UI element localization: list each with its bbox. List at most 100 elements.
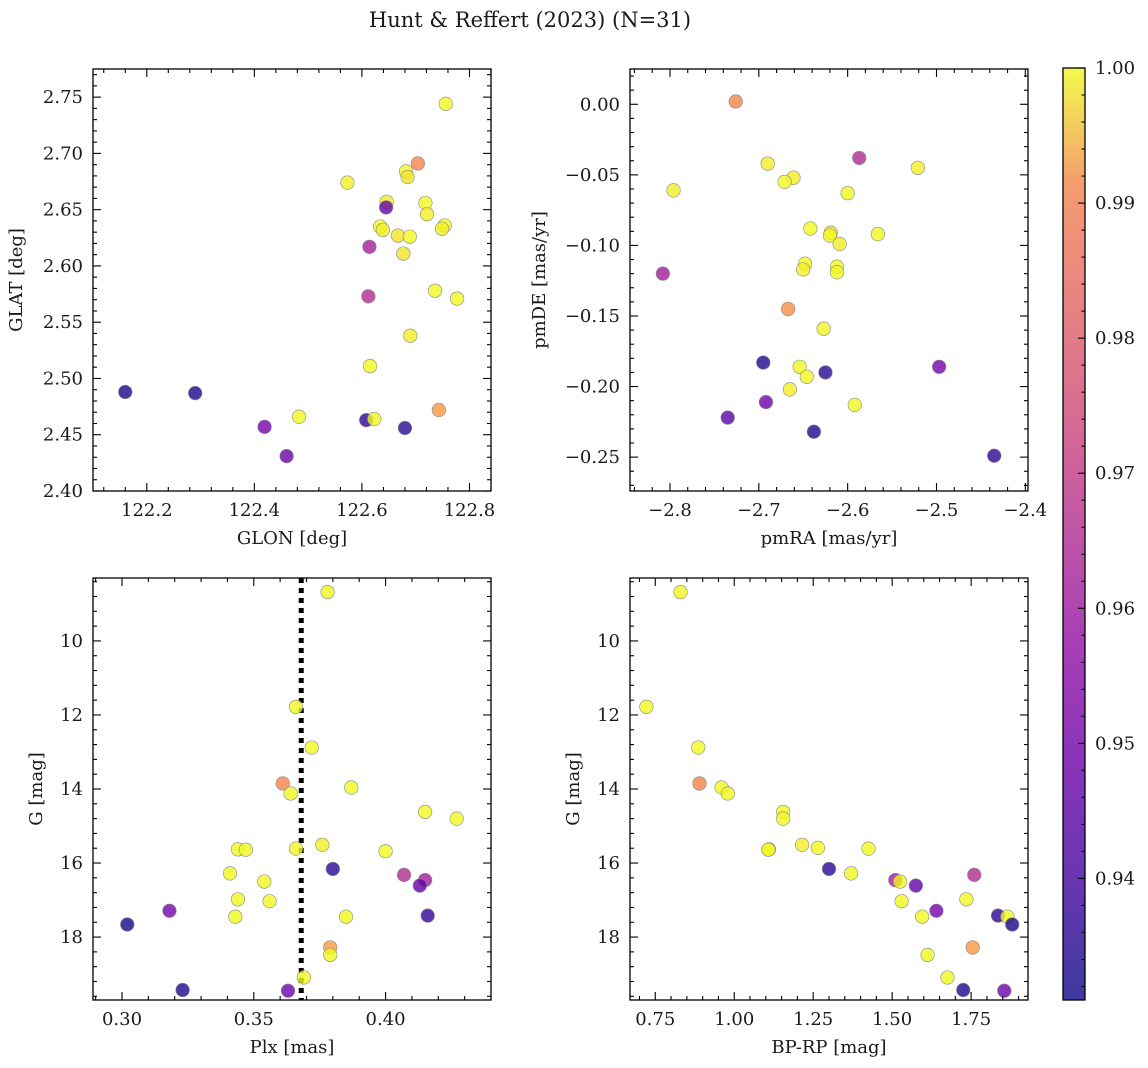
data-point [338,909,354,924]
data-point [821,861,837,877]
data-point [691,740,706,755]
data-point [291,409,307,424]
data-point [832,236,847,252]
panel-glon-glat: 122.2 122.4 122.6 122.8 2.40 2.45 2.50 2.55 2.60… [6,68,495,549]
x-tick-label: 1.00 [714,1009,754,1030]
y-axis-label: G [mag] [563,752,584,825]
y-tick-label: −0.25 [565,447,620,468]
y-tick-label: 2.70 [43,143,83,164]
y-tick-label: 2.40 [43,481,83,502]
data-point [666,183,681,198]
y-axis-label: pmDE [mas/yr] [529,211,550,349]
y-tick-label: −0.05 [565,165,620,186]
data-point [325,861,340,877]
y-tick-label: −0.10 [565,235,620,256]
data-point [403,328,418,343]
data-point [419,207,435,222]
x-axis-label: Plx [mas] [250,1037,335,1058]
x-tick-label: 1.75 [951,1009,991,1030]
y-tick-label: −0.20 [565,377,620,398]
data-point [997,983,1012,998]
x-tick-label: 122.4 [229,500,281,521]
data-point [822,228,837,243]
x-tick-label: −2.5 [915,500,959,521]
y-tick-label: 18 [60,927,83,948]
data-point [283,786,298,801]
data-point [852,150,867,166]
data-point [400,169,415,185]
data-point [222,866,238,881]
data-point [362,239,377,254]
axes-frame [629,577,1029,1001]
data-point [639,699,654,714]
data-point [438,96,453,111]
data-point [920,947,935,962]
x-tick-label: 1.50 [872,1009,912,1030]
y-tick-label: 10 [60,631,83,652]
data-point [175,982,190,998]
y-tick-label: 2.50 [43,368,83,389]
data-point [396,867,412,882]
x-tick-label: 1.25 [793,1009,833,1030]
data-point [870,227,885,242]
data-point [228,909,243,924]
y-tick-label: 2.45 [43,425,83,446]
data-point [397,420,413,436]
data-point [720,410,735,425]
data-point [908,878,923,893]
data-point [402,229,417,244]
data-point [230,892,246,907]
data-point [959,892,974,907]
data-point [758,394,774,410]
colorbar-tick-label: 0.97 [1095,463,1135,484]
data-point [361,289,376,304]
data-point [288,841,304,856]
data-point [799,369,814,384]
data-point [692,776,707,791]
data-point [781,301,796,317]
data-point [795,837,810,852]
data-point [806,424,821,439]
x-tick-label: −2.4 [1003,500,1047,521]
data-point [892,874,908,889]
data-point [238,842,253,857]
x-tick-label: −2.8 [648,500,692,521]
x-axis-label: GLON [deg] [237,528,347,549]
scatter-points [655,94,1002,463]
data-point [120,917,135,932]
data-point [655,266,670,281]
data-point [118,384,133,400]
data-point [396,246,411,261]
data-point [967,867,982,882]
data-point [262,894,277,909]
axes-frame [629,68,1029,492]
data-point [257,419,272,434]
panel-bprp-g: 0.75 1.00 1.25 1.50 1.75 10 12 14 16 18 BP-RP [mag… [563,577,1029,1058]
data-point [450,291,465,306]
scatter-points [118,96,465,464]
colorbar-tick-label: 0.96 [1095,598,1135,619]
y-tick-label: 14 [60,779,83,800]
x-tick-label: 0.75 [635,1009,675,1030]
y-tick-label: 18 [597,927,620,948]
x-tick-label: 122.2 [121,500,173,521]
data-point [279,449,294,464]
data-point [816,321,831,336]
scatter-points [120,578,464,1000]
data-point [410,156,425,171]
y-tick-label: 0.00 [580,94,620,115]
data-point [288,699,304,714]
data-point [378,844,393,859]
data-point [847,397,862,413]
data-point [796,262,811,277]
y-tick-label: 10 [597,631,620,652]
data-point [367,411,382,427]
data-point [861,841,876,856]
y-axis-label: GLAT [deg] [6,228,27,332]
data-point [760,156,775,171]
x-tick-label: −2.7 [737,500,781,521]
data-point [792,359,807,374]
y-tick-label: 2.65 [43,200,83,221]
x-axis-label: pmRA [mas/yr] [761,528,898,549]
y-tick-label: 12 [60,705,83,726]
